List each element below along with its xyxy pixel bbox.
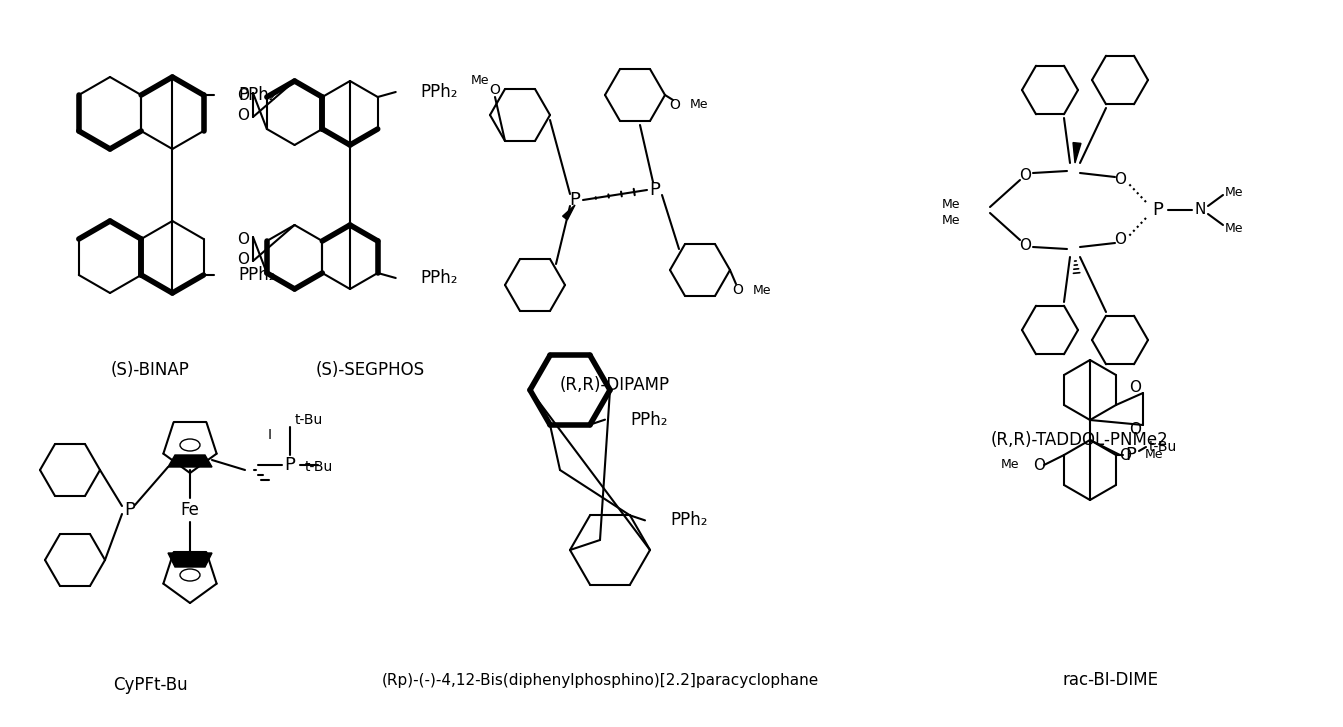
Text: P: P (285, 456, 295, 474)
Text: O: O (1033, 457, 1045, 473)
Polygon shape (1073, 142, 1081, 163)
Text: (S)-BINAP: (S)-BINAP (110, 361, 189, 379)
Text: O: O (1019, 238, 1031, 252)
Text: Me: Me (941, 198, 960, 212)
Text: O: O (236, 231, 248, 246)
Text: P: P (1125, 446, 1136, 464)
Text: N: N (1194, 203, 1206, 217)
Text: (R,R)-TADDOL-PNMe2: (R,R)-TADDOL-PNMe2 (991, 431, 1168, 449)
Text: O: O (1019, 167, 1031, 182)
Text: PPh₂: PPh₂ (239, 86, 277, 104)
Text: PPh₂: PPh₂ (239, 266, 277, 284)
Polygon shape (563, 205, 575, 220)
Text: O: O (236, 87, 248, 103)
Text: P: P (650, 181, 661, 199)
Text: PPh₂: PPh₂ (420, 269, 458, 287)
Text: O: O (732, 283, 744, 297)
Polygon shape (168, 455, 212, 467)
Text: Me: Me (1225, 185, 1244, 198)
Text: O: O (1129, 422, 1142, 438)
Text: (Rp)-(-)-4,12-Bis(diphenylphosphino)[2.2]paracyclophane: (Rp)-(-)-4,12-Bis(diphenylphosphino)[2.2… (381, 672, 819, 688)
Text: O: O (1119, 448, 1131, 462)
Text: (S)-SEGPHOS: (S)-SEGPHOS (316, 361, 424, 379)
Text: CyPFt-Bu: CyPFt-Bu (113, 676, 187, 694)
Text: Me: Me (753, 284, 771, 297)
Text: O: O (670, 98, 681, 112)
Text: Me: Me (1001, 459, 1019, 472)
Text: Me: Me (941, 214, 960, 227)
Text: t-Bu: t-Bu (1150, 440, 1178, 454)
Text: (R,R)-DIPAMP: (R,R)-DIPAMP (560, 376, 670, 394)
Text: O: O (1113, 233, 1125, 247)
Text: Me: Me (471, 73, 489, 87)
Text: O: O (236, 108, 248, 123)
Text: O: O (236, 252, 248, 267)
Text: Me: Me (1146, 449, 1163, 462)
Text: P: P (125, 501, 136, 519)
Text: O: O (1113, 172, 1125, 188)
Text: PPh₂: PPh₂ (670, 511, 708, 529)
Text: P: P (569, 191, 580, 209)
Text: I: I (269, 428, 273, 442)
Text: P: P (1152, 201, 1163, 219)
Text: t-Bu: t-Bu (295, 413, 324, 427)
Text: O: O (1129, 380, 1142, 395)
Text: t-Bu: t-Bu (305, 460, 333, 474)
Text: Fe: Fe (180, 501, 200, 519)
Text: Me: Me (690, 98, 709, 111)
Text: Me: Me (1225, 222, 1244, 235)
Text: PPh₂: PPh₂ (420, 83, 458, 101)
Polygon shape (168, 553, 212, 567)
Text: PPh₂: PPh₂ (630, 411, 667, 429)
Text: rac-BI-DIME: rac-BI-DIME (1062, 671, 1158, 689)
Text: O: O (490, 83, 501, 97)
